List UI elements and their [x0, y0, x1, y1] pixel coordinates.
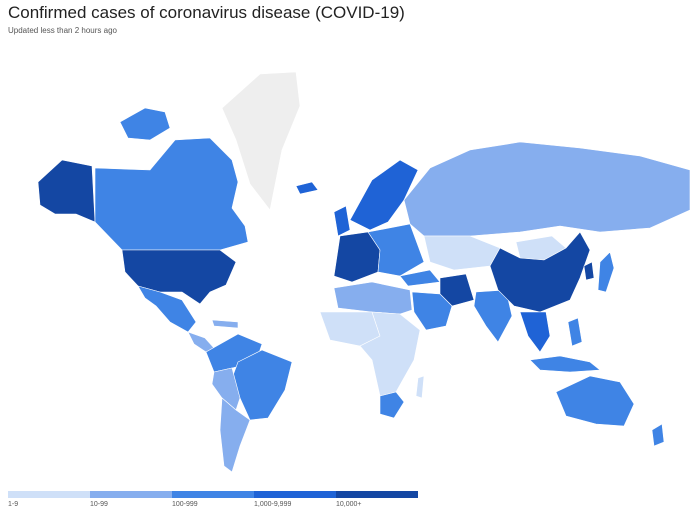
legend-item-10-99: 10-99 [90, 491, 172, 508]
legend-item-1000-9999: 1,000-9,999 [254, 491, 336, 508]
legend-label-1-9: 1-9 [8, 501, 19, 508]
region-greenland [221, 71, 301, 211]
region-argentina-chile[interactable] [219, 397, 251, 473]
region-korea[interactable] [583, 261, 595, 281]
region-caribbean[interactable] [211, 319, 239, 329]
legend-swatch-1-9 [8, 491, 90, 498]
legend-swatch-1000-9999 [254, 491, 336, 498]
region-southeast-asia[interactable] [519, 311, 551, 353]
legend-label-10-99: 10-99 [90, 501, 108, 508]
region-central-america[interactable] [187, 331, 215, 353]
region-russia[interactable] [403, 141, 691, 237]
legend-item-100-999: 100-999 [172, 491, 254, 508]
region-iceland[interactable] [295, 181, 319, 195]
region-scandinavia[interactable] [349, 159, 419, 231]
region-alaska[interactable] [37, 159, 96, 223]
region-indonesia[interactable] [529, 355, 601, 373]
region-arabia[interactable] [411, 291, 453, 331]
region-madagascar[interactable] [415, 375, 425, 399]
legend-label-100-999: 100-999 [172, 501, 198, 508]
region-philippines[interactable] [567, 317, 583, 347]
legend-item-10000-plus: 10,000+ [336, 491, 418, 508]
legend-swatch-100-999 [172, 491, 254, 498]
region-iran[interactable] [439, 273, 475, 307]
legend-label-10000-plus: 10,000+ [336, 501, 362, 508]
region-china[interactable] [489, 231, 591, 313]
region-new-zealand[interactable] [651, 423, 665, 447]
region-usa[interactable] [121, 249, 237, 305]
region-brazil[interactable] [231, 349, 293, 421]
region-canada[interactable] [94, 137, 249, 251]
region-uk[interactable] [333, 205, 351, 237]
map-subtitle: Updated less than 2 hours ago [8, 26, 117, 35]
region-kazakhstan[interactable] [423, 235, 501, 271]
region-japan[interactable] [597, 251, 615, 293]
legend-swatch-10000-plus [336, 491, 418, 498]
legend-label-1000-9999: 1,000-9,999 [254, 501, 292, 508]
map-title: Confirmed cases of coronavirus disease (… [8, 3, 405, 22]
legend: 1-9 10-99 100-999 1,000-9,999 10,000+ [8, 491, 418, 513]
region-south-africa[interactable] [379, 391, 405, 419]
legend-item-1-9: 1-9 [8, 491, 90, 508]
legend-swatch-10-99 [90, 491, 172, 498]
region-australia[interactable] [555, 375, 635, 427]
region-canada-islands[interactable] [119, 107, 171, 141]
region-north-africa[interactable] [333, 281, 413, 315]
